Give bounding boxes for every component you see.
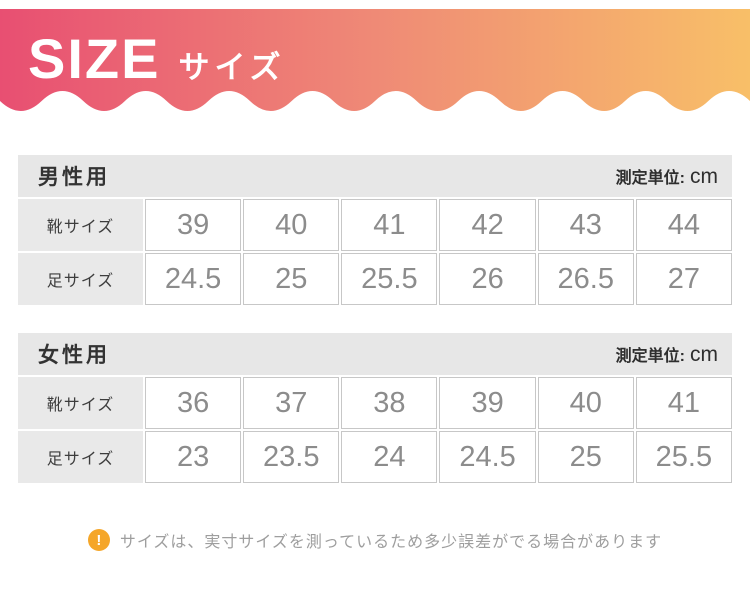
size-value-cell: 25	[537, 431, 634, 483]
size-value-cell: 26	[439, 253, 536, 305]
header-wave-background	[0, 9, 750, 111]
row-label-cell: 足サイズ	[18, 253, 143, 305]
size-value-cell: 24.5	[439, 431, 536, 483]
header-title-group: SIZE サイズ	[28, 9, 286, 95]
size-value-cell: 24	[341, 431, 438, 483]
size-value-cell: 39	[145, 199, 242, 251]
size-value-cell: 27	[635, 253, 732, 305]
size-value-cell: 41	[341, 199, 438, 251]
row-label-cell: 足サイズ	[18, 431, 143, 483]
measurement-unit: 測定単位: cm	[616, 342, 718, 367]
size-value-cell: 40	[537, 377, 634, 429]
size-value-cell: 25.5	[635, 431, 732, 483]
unit-value: cm	[690, 342, 718, 366]
unit-label-text: 測定単位:	[615, 347, 685, 365]
mens-table-header: 男性用 測定単位: cm	[18, 155, 732, 197]
mens-table-grid: 靴サイズ 39 40 41 42 43 44 足サイズ 24.5 25 25.5…	[18, 199, 732, 305]
size-value-cell: 23	[145, 431, 242, 483]
size-value-cell: 38	[341, 377, 438, 429]
mens-size-table: 男性用 測定単位: cm 靴サイズ 39 40 41 42 43 44 足サイズ…	[18, 155, 732, 305]
size-value-cell: 24.5	[145, 253, 242, 305]
size-value-cell: 23.5	[243, 431, 340, 483]
womens-size-table: 女性用 測定単位: cm 靴サイズ 36 37 38 39 40 41 足サイズ…	[18, 333, 732, 483]
exclamation-icon: !	[87, 529, 110, 551]
table-title: 男性用	[38, 166, 110, 189]
size-chart-page: SIZE サイズ 男性用 測定単位: cm 靴サイズ 39 40 41 42 4…	[0, 9, 750, 589]
size-value-cell: 37	[243, 377, 340, 429]
disclaimer-text: サイズは、実寸サイズを測っているため多少誤差がでる場合があります	[119, 534, 663, 551]
size-value-cell: 25.5	[341, 253, 438, 305]
size-value-cell: 40	[243, 199, 340, 251]
size-value-cell: 41	[635, 377, 732, 429]
row-label-cell: 靴サイズ	[18, 199, 143, 251]
row-label-cell: 靴サイズ	[18, 377, 143, 429]
size-value-cell: 36	[145, 377, 242, 429]
unit-label-text: 測定単位:	[615, 169, 685, 187]
size-value-cell: 26.5	[537, 253, 634, 305]
womens-table-header: 女性用 測定単位: cm	[18, 333, 732, 375]
size-value-cell: 25	[243, 253, 340, 305]
size-value-cell: 39	[439, 377, 536, 429]
size-value-cell: 42	[439, 199, 536, 251]
unit-value: cm	[690, 164, 718, 188]
size-disclaimer: ! サイズは、実寸サイズを測っているため多少誤差がでる場合があります	[0, 528, 750, 552]
size-value-cell: 44	[635, 199, 732, 251]
table-title: 女性用	[38, 344, 110, 367]
size-title-ja: サイズ	[178, 50, 286, 85]
size-title-en: SIZE	[28, 27, 161, 90]
size-value-cell: 43	[537, 199, 634, 251]
measurement-unit: 測定単位: cm	[616, 164, 718, 189]
womens-table-grid: 靴サイズ 36 37 38 39 40 41 足サイズ 23 23.5 24 2…	[18, 377, 732, 483]
size-header: SIZE サイズ	[0, 9, 750, 112]
